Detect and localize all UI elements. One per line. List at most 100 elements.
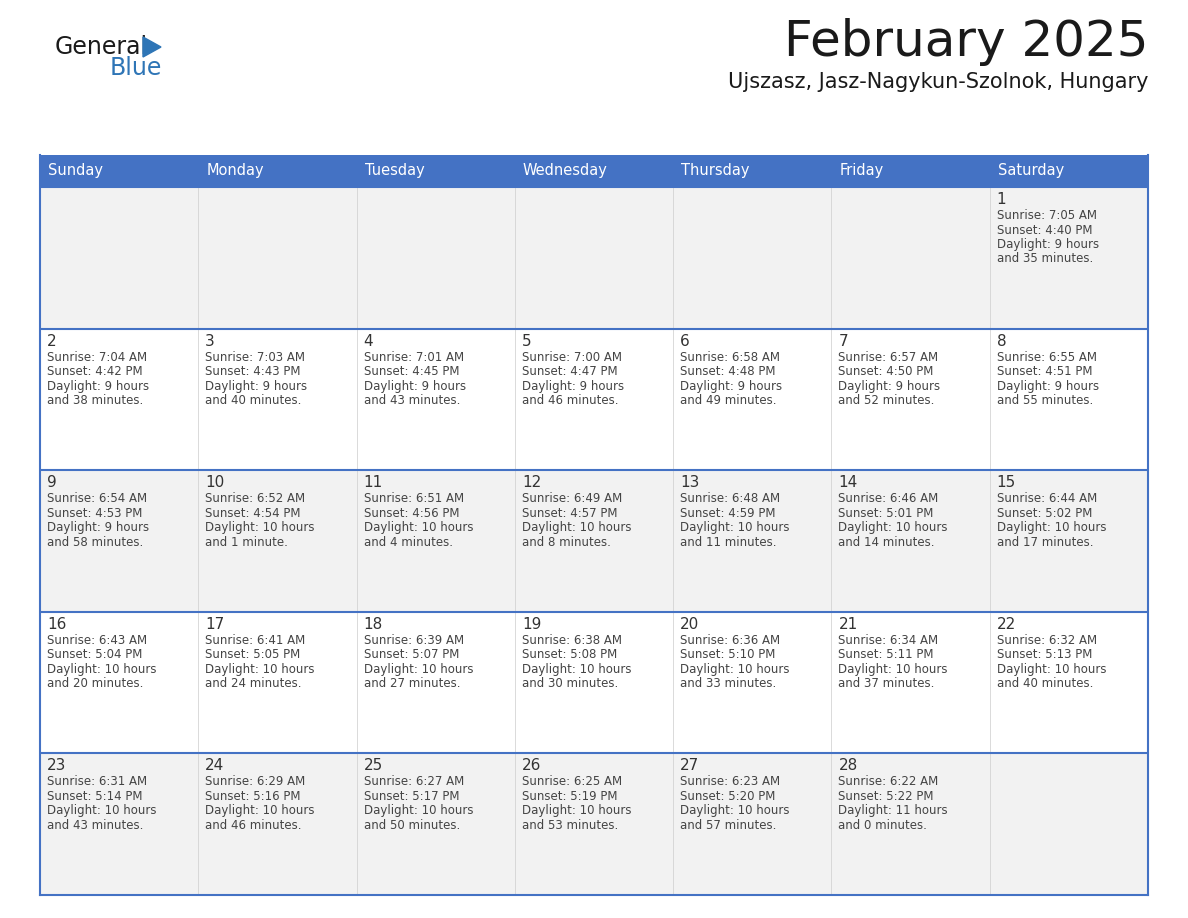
Text: and 30 minutes.: and 30 minutes. — [522, 677, 618, 690]
Text: 27: 27 — [681, 758, 700, 773]
Text: Sunrise: 6:54 AM: Sunrise: 6:54 AM — [48, 492, 147, 505]
Bar — [674, 187, 832, 329]
Text: Daylight: 10 hours: Daylight: 10 hours — [364, 663, 473, 676]
Bar — [990, 754, 1148, 895]
Bar — [832, 329, 990, 470]
Text: Sunset: 4:42 PM: Sunset: 4:42 PM — [48, 365, 143, 378]
Text: Sunrise: 6:44 AM: Sunrise: 6:44 AM — [997, 492, 1097, 505]
Text: and 40 minutes.: and 40 minutes. — [206, 394, 302, 407]
Bar — [40, 470, 198, 611]
Text: Ujszasz, Jasz-Nagykun-Szolnok, Hungary: Ujszasz, Jasz-Nagykun-Szolnok, Hungary — [727, 72, 1148, 92]
Text: 14: 14 — [839, 476, 858, 490]
Bar — [674, 470, 832, 611]
Text: Sunset: 4:47 PM: Sunset: 4:47 PM — [522, 365, 618, 378]
Bar — [356, 329, 514, 470]
Bar — [40, 329, 198, 470]
Text: 17: 17 — [206, 617, 225, 632]
Text: Sunset: 4:48 PM: Sunset: 4:48 PM — [681, 365, 776, 378]
Text: Daylight: 10 hours: Daylight: 10 hours — [997, 521, 1106, 534]
Bar — [674, 754, 832, 895]
Bar — [990, 329, 1148, 470]
Text: Daylight: 10 hours: Daylight: 10 hours — [206, 521, 315, 534]
Text: 23: 23 — [48, 758, 67, 773]
Bar — [990, 187, 1148, 329]
Text: Sunset: 5:13 PM: Sunset: 5:13 PM — [997, 648, 1092, 661]
Text: Daylight: 9 hours: Daylight: 9 hours — [206, 380, 308, 393]
Text: Sunrise: 6:31 AM: Sunrise: 6:31 AM — [48, 776, 147, 789]
Text: and 14 minutes.: and 14 minutes. — [839, 536, 935, 549]
Text: Daylight: 9 hours: Daylight: 9 hours — [997, 238, 1099, 251]
Bar — [674, 155, 832, 187]
Text: and 43 minutes.: and 43 minutes. — [48, 819, 144, 832]
Text: Wednesday: Wednesday — [523, 163, 608, 178]
Bar — [990, 611, 1148, 754]
Text: Sunrise: 7:01 AM: Sunrise: 7:01 AM — [364, 351, 463, 364]
Text: and 35 minutes.: and 35 minutes. — [997, 252, 1093, 265]
Text: Sunrise: 6:51 AM: Sunrise: 6:51 AM — [364, 492, 463, 505]
Bar — [514, 155, 674, 187]
Text: Sunday: Sunday — [48, 163, 103, 178]
Text: Sunrise: 6:22 AM: Sunrise: 6:22 AM — [839, 776, 939, 789]
Text: Daylight: 10 hours: Daylight: 10 hours — [522, 663, 631, 676]
Text: Sunrise: 6:25 AM: Sunrise: 6:25 AM — [522, 776, 623, 789]
Bar — [514, 470, 674, 611]
Bar — [40, 611, 198, 754]
Text: Daylight: 10 hours: Daylight: 10 hours — [206, 663, 315, 676]
Text: 16: 16 — [48, 617, 67, 632]
Text: Daylight: 10 hours: Daylight: 10 hours — [206, 804, 315, 817]
Text: Sunset: 4:56 PM: Sunset: 4:56 PM — [364, 507, 459, 520]
Text: Sunrise: 7:05 AM: Sunrise: 7:05 AM — [997, 209, 1097, 222]
Text: 20: 20 — [681, 617, 700, 632]
Text: Sunrise: 7:03 AM: Sunrise: 7:03 AM — [206, 351, 305, 364]
Text: and 8 minutes.: and 8 minutes. — [522, 536, 611, 549]
Bar — [40, 754, 198, 895]
Text: Daylight: 9 hours: Daylight: 9 hours — [48, 521, 150, 534]
Bar — [674, 611, 832, 754]
Text: 4: 4 — [364, 333, 373, 349]
Text: 15: 15 — [997, 476, 1016, 490]
Text: Sunset: 5:01 PM: Sunset: 5:01 PM — [839, 507, 934, 520]
Bar — [832, 187, 990, 329]
Text: 7: 7 — [839, 333, 848, 349]
Text: Daylight: 9 hours: Daylight: 9 hours — [997, 380, 1099, 393]
Bar — [356, 611, 514, 754]
Text: Daylight: 10 hours: Daylight: 10 hours — [522, 804, 631, 817]
Text: Daylight: 10 hours: Daylight: 10 hours — [364, 804, 473, 817]
Text: Sunrise: 6:34 AM: Sunrise: 6:34 AM — [839, 633, 939, 647]
Bar — [356, 754, 514, 895]
Bar — [40, 187, 198, 329]
Polygon shape — [143, 37, 162, 57]
Text: Sunset: 4:43 PM: Sunset: 4:43 PM — [206, 365, 301, 378]
Text: Sunset: 5:20 PM: Sunset: 5:20 PM — [681, 789, 776, 803]
Text: Sunrise: 6:41 AM: Sunrise: 6:41 AM — [206, 633, 305, 647]
Text: Sunset: 4:51 PM: Sunset: 4:51 PM — [997, 365, 1092, 378]
Text: and 53 minutes.: and 53 minutes. — [522, 819, 618, 832]
Text: Sunrise: 7:04 AM: Sunrise: 7:04 AM — [48, 351, 147, 364]
Text: and 4 minutes.: and 4 minutes. — [364, 536, 453, 549]
Text: Sunset: 4:59 PM: Sunset: 4:59 PM — [681, 507, 776, 520]
Text: Sunrise: 6:32 AM: Sunrise: 6:32 AM — [997, 633, 1097, 647]
Text: Sunrise: 6:49 AM: Sunrise: 6:49 AM — [522, 492, 623, 505]
Text: and 20 minutes.: and 20 minutes. — [48, 677, 144, 690]
Text: Sunset: 4:50 PM: Sunset: 4:50 PM — [839, 365, 934, 378]
Text: 26: 26 — [522, 758, 542, 773]
Text: Daylight: 10 hours: Daylight: 10 hours — [681, 521, 790, 534]
Bar — [40, 155, 198, 187]
Text: February 2025: February 2025 — [784, 18, 1148, 66]
Text: Sunrise: 6:55 AM: Sunrise: 6:55 AM — [997, 351, 1097, 364]
Text: Sunrise: 6:57 AM: Sunrise: 6:57 AM — [839, 351, 939, 364]
Text: Daylight: 9 hours: Daylight: 9 hours — [48, 380, 150, 393]
Bar — [990, 470, 1148, 611]
Bar — [514, 329, 674, 470]
Bar — [198, 187, 356, 329]
Text: and 33 minutes.: and 33 minutes. — [681, 677, 777, 690]
Bar — [198, 470, 356, 611]
Text: Saturday: Saturday — [998, 163, 1064, 178]
Text: Daylight: 10 hours: Daylight: 10 hours — [48, 804, 157, 817]
Text: 22: 22 — [997, 617, 1016, 632]
Text: and 24 minutes.: and 24 minutes. — [206, 677, 302, 690]
Bar — [832, 611, 990, 754]
Text: General: General — [55, 35, 148, 59]
Text: 6: 6 — [681, 333, 690, 349]
Text: Daylight: 10 hours: Daylight: 10 hours — [997, 663, 1106, 676]
